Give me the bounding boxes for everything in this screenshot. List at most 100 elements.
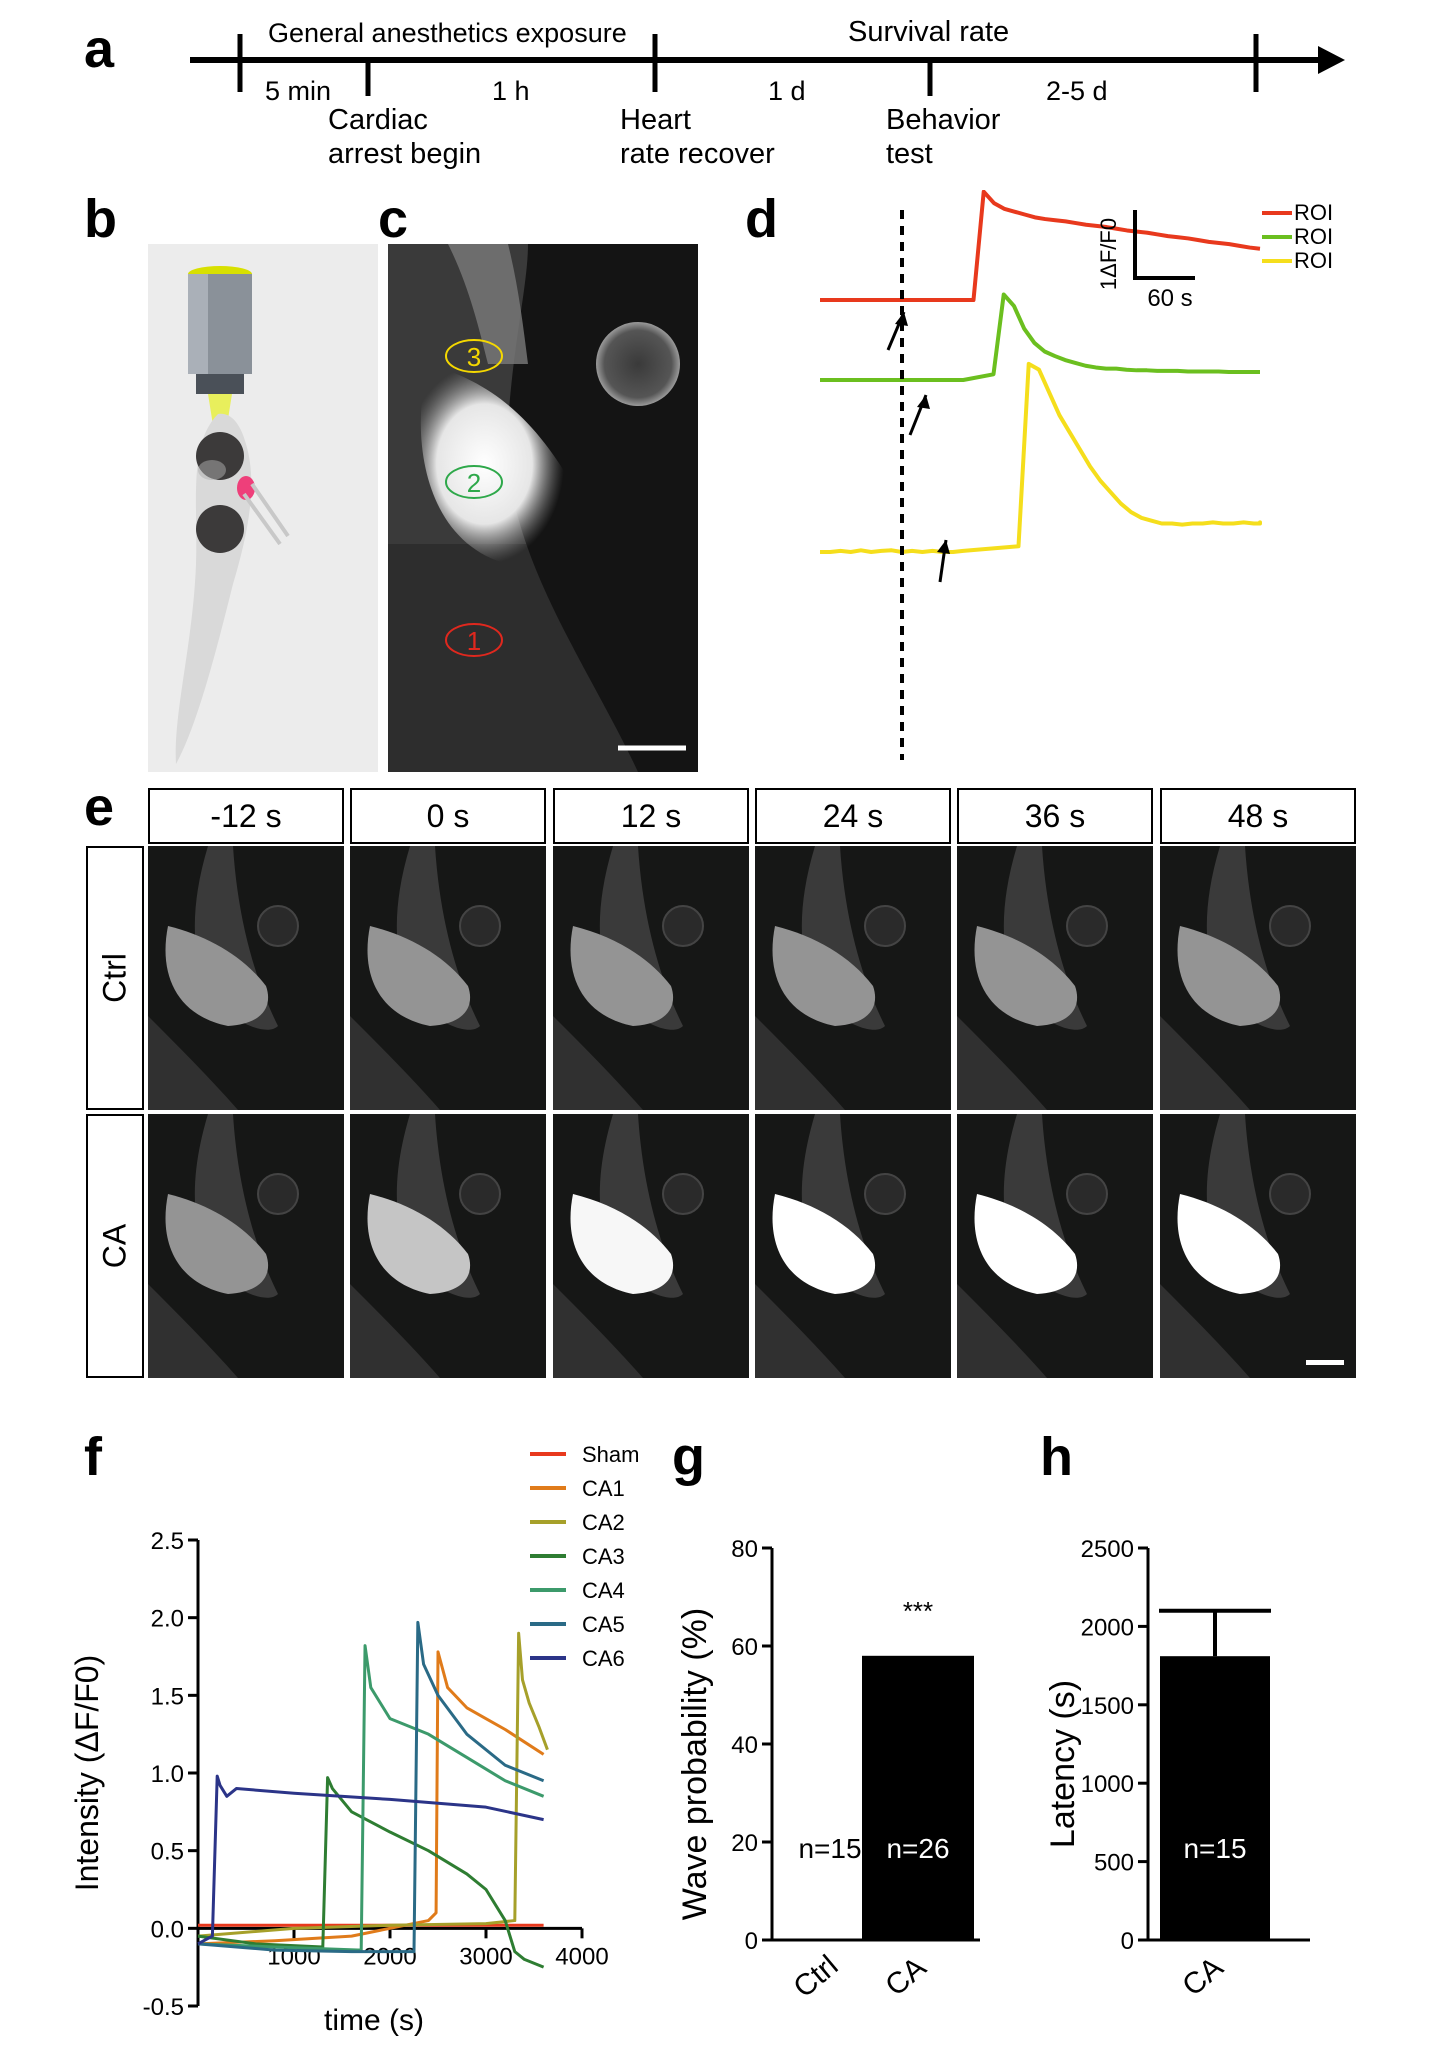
y-tick-label: 2.5: [151, 1528, 184, 1555]
legend-label-ca1: CA1: [582, 1476, 625, 1501]
wave-probability-bar-chart: 0 20 40 60 80 Wave probability (%) Ctrl CA n=15 n…: [676, 1536, 980, 2004]
roi-trace-3: [820, 361, 1262, 554]
legend-label-ca5: CA5: [582, 1612, 625, 1637]
y-tick-label: 1.5: [151, 1683, 184, 1710]
frame-time-label: 24 s: [755, 788, 951, 844]
legend-label-ca4: CA4: [582, 1578, 625, 1603]
timeline-axis: [190, 34, 1345, 96]
frame-image: [148, 1114, 344, 1378]
panel-label-c: c: [378, 189, 409, 249]
frame-time-label: 12 s: [553, 788, 749, 844]
frame-row-label-ctrl: Ctrl: [86, 846, 144, 1110]
y-tick-label: 0: [1121, 1928, 1134, 1955]
roi-label-3: 3: [467, 342, 481, 372]
frame-image: [553, 1114, 749, 1378]
legend-label-roi-2: ROI 2: [1294, 224, 1340, 249]
bar-ca: [1160, 1656, 1270, 1940]
x-category-label: CA: [1176, 1951, 1229, 2003]
frame-image: [350, 846, 546, 1110]
frame-image: [755, 846, 951, 1110]
y-tick-label: 80: [731, 1536, 758, 1563]
y-tick-label: -0.5: [143, 1994, 184, 2021]
x-tick-label: 3000: [459, 1943, 512, 1970]
frame-row-label-ca: CA: [86, 1114, 144, 1378]
panel-label-a: a: [84, 19, 115, 79]
x-axis-label: time (s): [324, 2004, 424, 2037]
microscopy-image-c: 3 2 1: [388, 244, 698, 772]
y-axis-label: Wave probability (%): [676, 1608, 714, 1920]
series-line-ca1: [197, 1650, 545, 1946]
timeline-event-behavior-1: Behavior: [886, 104, 1001, 136]
y-axis-label: Intensity (ΔF/F0): [69, 1655, 105, 1892]
frame-image: [1160, 1114, 1356, 1378]
timeline-event-cardiac-2: arrest begin: [328, 138, 482, 170]
onset-arrow-head-3: [937, 540, 950, 554]
y-tick-label: 0.0: [151, 1916, 184, 1943]
roi-trace-2: [820, 292, 1262, 382]
series-line-ca5: [197, 1620, 545, 1954]
frame-time-label: 0 s: [350, 788, 546, 844]
frame-time-label: 36 s: [957, 788, 1153, 844]
scale-bar: [1133, 210, 1195, 280]
scale-bar-y-label: 1ΔF/F0: [1096, 218, 1121, 290]
legend-label-roi-1: ROI 1: [1294, 200, 1340, 225]
timeline-top-label-anesthesia: General anesthetics exposure: [268, 18, 627, 48]
panel-label-b: b: [84, 189, 117, 249]
bar-annotation: n=15: [1183, 1833, 1246, 1864]
y-tick-label: 1.0: [151, 1761, 184, 1788]
timeline-interval-5min: 5 min: [265, 76, 332, 106]
y-tick-label: 40: [731, 1732, 758, 1759]
y-tick-label: 0.5: [151, 1839, 184, 1866]
series-line-ca6: [197, 1774, 544, 1946]
legend-label-roi-3: ROI 3: [1294, 248, 1340, 273]
y-tick-label: 2500: [1081, 1536, 1134, 1563]
latency-bar-chart: 0 500 1000 1500 2000 2500 Latency (s) CA n=15: [1044, 1536, 1310, 2003]
zebrafish-schematic: [148, 244, 378, 772]
panel-label-f: f: [84, 1427, 102, 1487]
x-category-label: Ctrl: [787, 1949, 844, 2004]
panel-label-h: h: [1040, 1427, 1073, 1487]
bar-annotation: n=26: [886, 1833, 949, 1864]
x-tick-label: 4000: [555, 1943, 608, 1970]
y-tick-label: 1000: [1081, 1771, 1134, 1798]
bar-annotation: ***: [903, 1596, 933, 1626]
series-line-ca2: [197, 1631, 549, 1938]
frame-image: [957, 1114, 1153, 1378]
legend-label-ca3: CA3: [582, 1544, 625, 1569]
legend-label-sham: Sham: [582, 1442, 639, 1467]
onset-arrow-head-1: [895, 312, 908, 326]
bar-ca: [862, 1655, 974, 1940]
timeline-event-cardiac-1: Cardiac: [328, 104, 428, 136]
frame-time-label: -12 s: [148, 788, 344, 844]
legend-label-ca2: CA2: [582, 1510, 625, 1535]
frame-image: [957, 846, 1153, 1110]
frame-image: [1160, 846, 1356, 1110]
timeline-event-heart-1: Heart: [620, 104, 691, 136]
y-tick-label: 1500: [1081, 1693, 1134, 1720]
timeline-interval-1h: 1 h: [492, 76, 530, 106]
frame-image: [350, 1114, 546, 1378]
roi-trace-chart: 1ΔF/F0 60 s ROI 1ROI 2ROI 3: [820, 190, 1340, 760]
frame-image: [148, 846, 344, 1110]
y-tick-label: 60: [731, 1634, 758, 1661]
frame-image: [755, 1114, 951, 1378]
series-line-ca4: [197, 1644, 545, 1952]
panel-label-g: g: [672, 1427, 705, 1487]
timeline-event-behavior-2: test: [886, 138, 933, 170]
y-tick-label: 500: [1094, 1850, 1134, 1877]
frame-time-label: 48 s: [1160, 788, 1356, 844]
roi-label-1: 1: [467, 626, 481, 656]
panel-label-d: d: [745, 189, 778, 249]
frame-image: [553, 846, 749, 1110]
scale-bar-x-label: 60 s: [1147, 285, 1192, 312]
timeline-event-heart-2: rate recover: [620, 138, 775, 170]
y-tick-label: 20: [731, 1830, 758, 1857]
timeline-top-label-survival: Survival rate: [848, 16, 1010, 48]
frame-scale-bar: [1306, 1360, 1344, 1365]
x-tick-label: 2000: [363, 1943, 416, 1970]
series-line-ca3: [197, 1776, 545, 1969]
y-tick-label: 0: [745, 1928, 758, 1955]
y-tick-label: 2000: [1081, 1614, 1134, 1641]
legend-label-ca6: CA6: [582, 1646, 625, 1671]
